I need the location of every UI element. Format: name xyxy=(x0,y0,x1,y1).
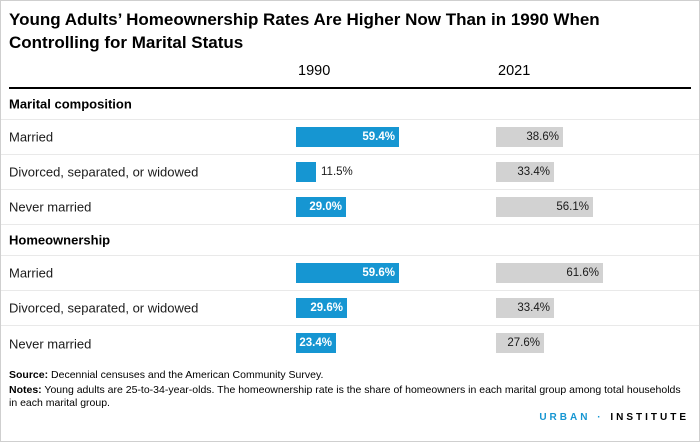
logo-urban-text: URBAN xyxy=(539,412,591,423)
chart-row: Never married 29.0% 56.1% xyxy=(1,190,699,225)
bar-value-label: 29.0% xyxy=(309,201,342,213)
bar-2021: 33.4% xyxy=(496,298,554,318)
bar-track-2021: 33.4% xyxy=(496,298,554,318)
chart-footer: Source: Decennial censuses and the Ameri… xyxy=(9,369,691,412)
column-header-1990: 1990 xyxy=(298,63,331,79)
chart-body: Marital composition Married 59.4% 38.6% D… xyxy=(1,89,699,361)
logo-institute-text: INSTITUTE xyxy=(610,412,689,423)
urban-institute-logo: URBAN · INSTITUTE xyxy=(539,412,689,423)
chart-row: Never married 23.4% 27.6% xyxy=(1,326,699,361)
bar-1990: 29.0% xyxy=(296,197,346,217)
notes-label: Notes: xyxy=(9,384,42,396)
row-label: Married xyxy=(9,129,54,145)
bar-2021: 38.6% xyxy=(496,127,563,147)
bar-track-2021: 38.6% xyxy=(496,127,563,147)
bar-1990: 23.4% xyxy=(296,333,336,353)
chart-row: Divorced, separated, or widowed 29.6% 33.… xyxy=(1,291,699,326)
column-header-2021: 2021 xyxy=(498,63,531,79)
bar-value-label: 11.5% xyxy=(321,166,353,178)
bar-track-2021: 33.4% xyxy=(496,162,554,182)
bar-value-label: 59.6% xyxy=(362,267,395,279)
logo-separator-dot: · xyxy=(597,412,604,423)
chart-title: Young Adults’ Homeownership Rates Are Hi… xyxy=(9,10,600,52)
bar-2021: 27.6% xyxy=(496,333,544,353)
bar-value-label: 56.1% xyxy=(556,201,589,213)
section-header-row: Homeownership xyxy=(1,225,699,256)
bar-value-label: 27.6% xyxy=(507,337,540,349)
chart-row: Divorced, separated, or widowed 11.5% 33.… xyxy=(1,155,699,190)
bar-2021: 56.1% xyxy=(496,197,593,217)
row-label: Never married xyxy=(9,336,92,351)
section-header-label: Marital composition xyxy=(9,96,132,112)
notes-text: Young adults are 25-to-34-year-olds. The… xyxy=(9,384,681,409)
chart-row: Married 59.4% 38.6% xyxy=(1,120,699,155)
bar-value-label: 59.4% xyxy=(362,131,395,143)
chart-row: Married 59.6% 61.6% xyxy=(1,256,699,291)
header-divider xyxy=(9,87,691,89)
row-label: Divorced, separated, or widowed xyxy=(9,164,199,180)
bar-track-1990: 59.4% xyxy=(296,127,399,147)
bar-track-1990: 59.6% xyxy=(296,263,399,283)
section-header-row: Marital composition xyxy=(1,89,699,120)
bar-value-label: 38.6% xyxy=(526,131,559,143)
notes-line: Notes: Young adults are 25-to-34-year-ol… xyxy=(9,384,691,410)
bar-2021: 33.4% xyxy=(496,162,554,182)
bar-1990: 59.4% xyxy=(296,127,399,147)
bar-track-1990: 11.5% xyxy=(296,162,353,182)
bar-value-label: 23.4% xyxy=(299,337,332,349)
bar-1990 xyxy=(296,162,316,182)
bar-track-1990: 29.0% xyxy=(296,197,346,217)
bar-track-1990: 23.4% xyxy=(296,333,336,353)
bar-track-2021: 27.6% xyxy=(496,333,544,353)
bar-track-2021: 61.6% xyxy=(496,263,603,283)
bar-1990: 29.6% xyxy=(296,298,347,318)
source-text: Decennial censuses and the American Comm… xyxy=(51,369,324,381)
source-line: Source: Decennial censuses and the Ameri… xyxy=(9,369,691,382)
bar-value-label: 33.4% xyxy=(517,166,550,178)
bar-1990: 59.6% xyxy=(296,263,399,283)
row-label: Never married xyxy=(9,199,92,215)
row-label: Divorced, separated, or widowed xyxy=(9,300,199,316)
source-label: Source: xyxy=(9,369,49,381)
section-header-label: Homeownership xyxy=(9,232,111,248)
bar-value-label: 33.4% xyxy=(517,302,550,314)
bar-value-label: 29.6% xyxy=(310,302,343,314)
bar-track-2021: 56.1% xyxy=(496,197,593,217)
bar-2021: 61.6% xyxy=(496,263,603,283)
row-label: Married xyxy=(9,265,54,281)
bar-value-label: 61.6% xyxy=(566,267,599,279)
bar-track-1990: 29.6% xyxy=(296,298,347,318)
